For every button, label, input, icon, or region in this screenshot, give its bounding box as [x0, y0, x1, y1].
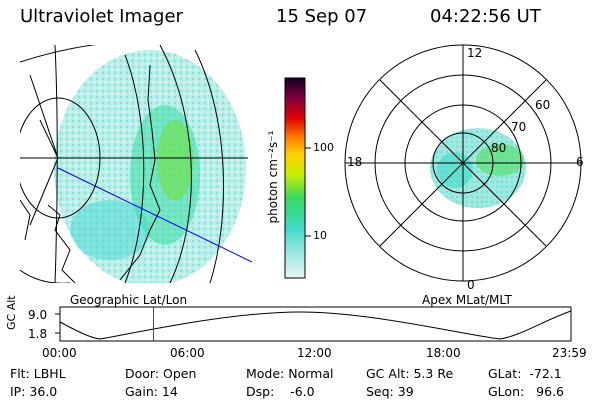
- polar-label: Apex MLat/MLT: [422, 293, 512, 307]
- info-glon: GLon: 96.6: [488, 384, 564, 399]
- altitude-ytick-1-8: 1.8: [28, 327, 48, 341]
- mlt-12-label: 12: [467, 46, 483, 60]
- time-label: 04:22:56 UT: [430, 6, 541, 27]
- xtick-0600: 06:00: [170, 346, 205, 360]
- date-label: 15 Sep 07: [276, 6, 368, 27]
- mlt-0-label: 0: [467, 278, 475, 292]
- colorbar-tick-10: 10: [313, 229, 327, 242]
- info-gain: Gain: 14: [125, 384, 178, 399]
- xtick-1200: 12:00: [297, 346, 332, 360]
- colorbar: [284, 77, 311, 279]
- info-ip: IP: 36.0: [10, 384, 58, 399]
- info-glat: GLat: -72.1: [488, 366, 562, 381]
- info-flt: Flt: LBHL: [10, 366, 66, 381]
- mlat-80-label: 80: [491, 141, 507, 155]
- altitude-ytick-9: 9.0: [28, 308, 48, 322]
- instrument-title: Ultraviolet Imager: [20, 6, 183, 27]
- mlt-18-label: 18: [347, 155, 363, 169]
- orbit-track: [57, 167, 252, 263]
- info-dsp: Dsp: -6.0: [246, 384, 315, 399]
- mlat-70-label: 70: [511, 120, 527, 134]
- info-seq: Seq: 39: [366, 384, 414, 399]
- mlat-60-label: 60: [535, 98, 551, 112]
- xtick-1800: 18:00: [426, 346, 461, 360]
- xtick-0000: 00:00: [42, 346, 77, 360]
- altitude-ylabel: GC Alt: [5, 295, 18, 330]
- colorbar-tick-100: 100: [313, 141, 334, 154]
- info-door: Door: Open: [125, 366, 197, 381]
- geographic-label: Geographic Lat/Lon: [70, 293, 188, 307]
- xtick-2359: 23:59: [552, 346, 587, 360]
- info-mode: Mode: Normal: [246, 366, 334, 381]
- mlt-6-label: 6: [576, 155, 584, 169]
- info-gcalt: GC Alt: 5.3 Re: [366, 366, 454, 381]
- coastline: [20, 64, 161, 283]
- altitude-curve: [59, 310, 572, 340]
